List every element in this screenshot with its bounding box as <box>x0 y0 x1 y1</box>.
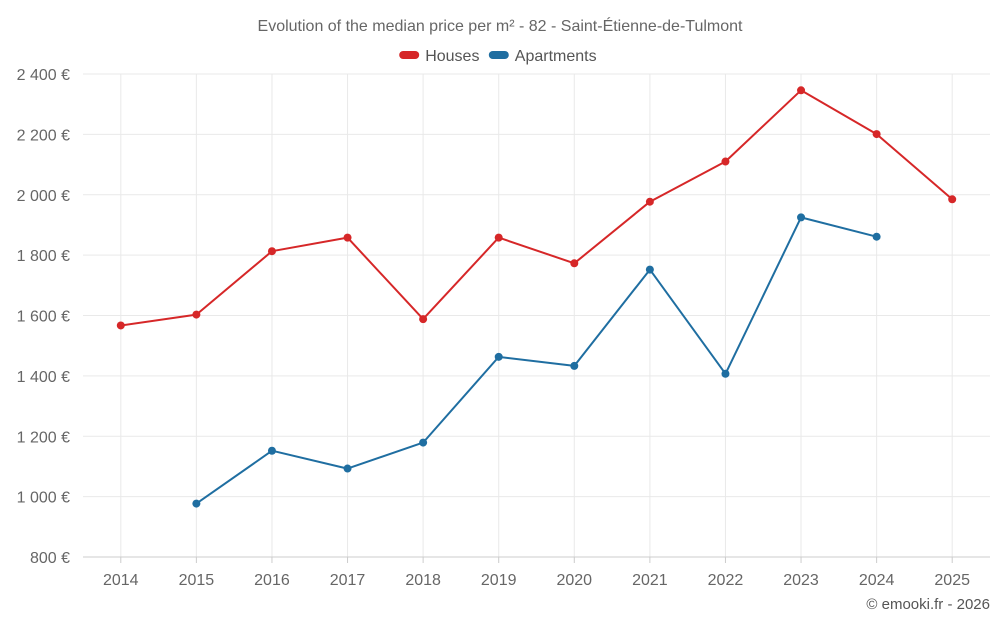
data-point-houses[interactable] <box>570 259 579 268</box>
legend-swatch-apartments <box>488 51 509 59</box>
y-tick-label: 800 € <box>30 550 70 567</box>
x-tick-label: 2021 <box>632 572 668 589</box>
data-point-houses[interactable] <box>419 315 428 324</box>
data-point-apartments[interactable] <box>343 464 352 473</box>
data-point-apartments[interactable] <box>570 361 579 370</box>
data-point-houses[interactable] <box>721 157 730 166</box>
y-tick-label: 2 200 € <box>17 127 70 144</box>
legend[interactable]: Houses Apartments <box>399 48 597 65</box>
grid <box>83 73 990 557</box>
y-tick-label: 1 400 € <box>17 369 70 386</box>
series-layer <box>116 86 957 508</box>
legend-item-apartments[interactable]: Apartments <box>488 48 597 65</box>
series-line-apartments <box>195 216 877 505</box>
x-tick-label: 2023 <box>783 572 819 589</box>
x-tick-label: 2019 <box>481 572 517 589</box>
x-tick-label: 2020 <box>556 572 592 589</box>
credit-text: © emooki.fr - 2026 <box>866 596 990 613</box>
data-point-houses[interactable] <box>192 310 201 319</box>
legend-item-houses[interactable]: Houses <box>399 48 479 65</box>
x-tick-label: 2018 <box>405 572 441 589</box>
data-point-apartments[interactable] <box>872 232 881 241</box>
data-point-houses[interactable] <box>872 130 881 139</box>
data-point-apartments[interactable] <box>192 499 201 508</box>
data-point-houses[interactable] <box>948 195 957 204</box>
legend-label-houses: Houses <box>425 48 479 65</box>
x-tick-label: 2024 <box>859 572 895 589</box>
data-point-apartments[interactable] <box>419 438 428 447</box>
data-point-houses[interactable] <box>797 86 806 95</box>
x-tick-label: 2017 <box>330 572 366 589</box>
data-point-houses[interactable] <box>116 321 125 330</box>
data-point-apartments[interactable] <box>721 369 730 378</box>
y-tick-label: 1 800 € <box>17 248 70 265</box>
x-tick-label: 2014 <box>103 572 139 589</box>
y-tick-label: 1 000 € <box>17 490 70 507</box>
series-line-houses <box>120 89 953 327</box>
data-point-houses[interactable] <box>267 247 276 256</box>
legend-label-apartments: Apartments <box>515 48 597 65</box>
y-tick-label: 2 000 € <box>17 188 70 205</box>
x-axis: 2014 2015 2016 2017 2018 2019 2020 2021 2022 2023… <box>83 556 990 589</box>
data-point-apartments[interactable] <box>797 213 806 222</box>
chart-title: Evolution of the median price per m² - 8… <box>258 16 744 35</box>
x-tick-label: 2015 <box>179 572 215 589</box>
y-tick-label: 1 600 € <box>17 309 70 326</box>
data-point-houses[interactable] <box>494 233 503 242</box>
data-point-houses[interactable] <box>645 197 654 206</box>
x-tick-label: 2022 <box>708 572 744 589</box>
y-tick-label: 1 200 € <box>17 429 70 446</box>
x-tick-label: 2016 <box>254 572 290 589</box>
x-tick-label: 2025 <box>934 572 970 589</box>
data-point-apartments[interactable] <box>645 265 654 274</box>
legend-swatch-houses <box>399 51 420 59</box>
y-tick-label: 2 400 € <box>17 67 70 84</box>
data-point-apartments[interactable] <box>494 352 503 361</box>
data-point-houses[interactable] <box>343 233 352 242</box>
y-axis: 800 € 1 000 € 1 200 € 1 400 € 1 600 € 1 800 €… <box>17 67 70 567</box>
data-point-apartments[interactable] <box>267 446 276 455</box>
